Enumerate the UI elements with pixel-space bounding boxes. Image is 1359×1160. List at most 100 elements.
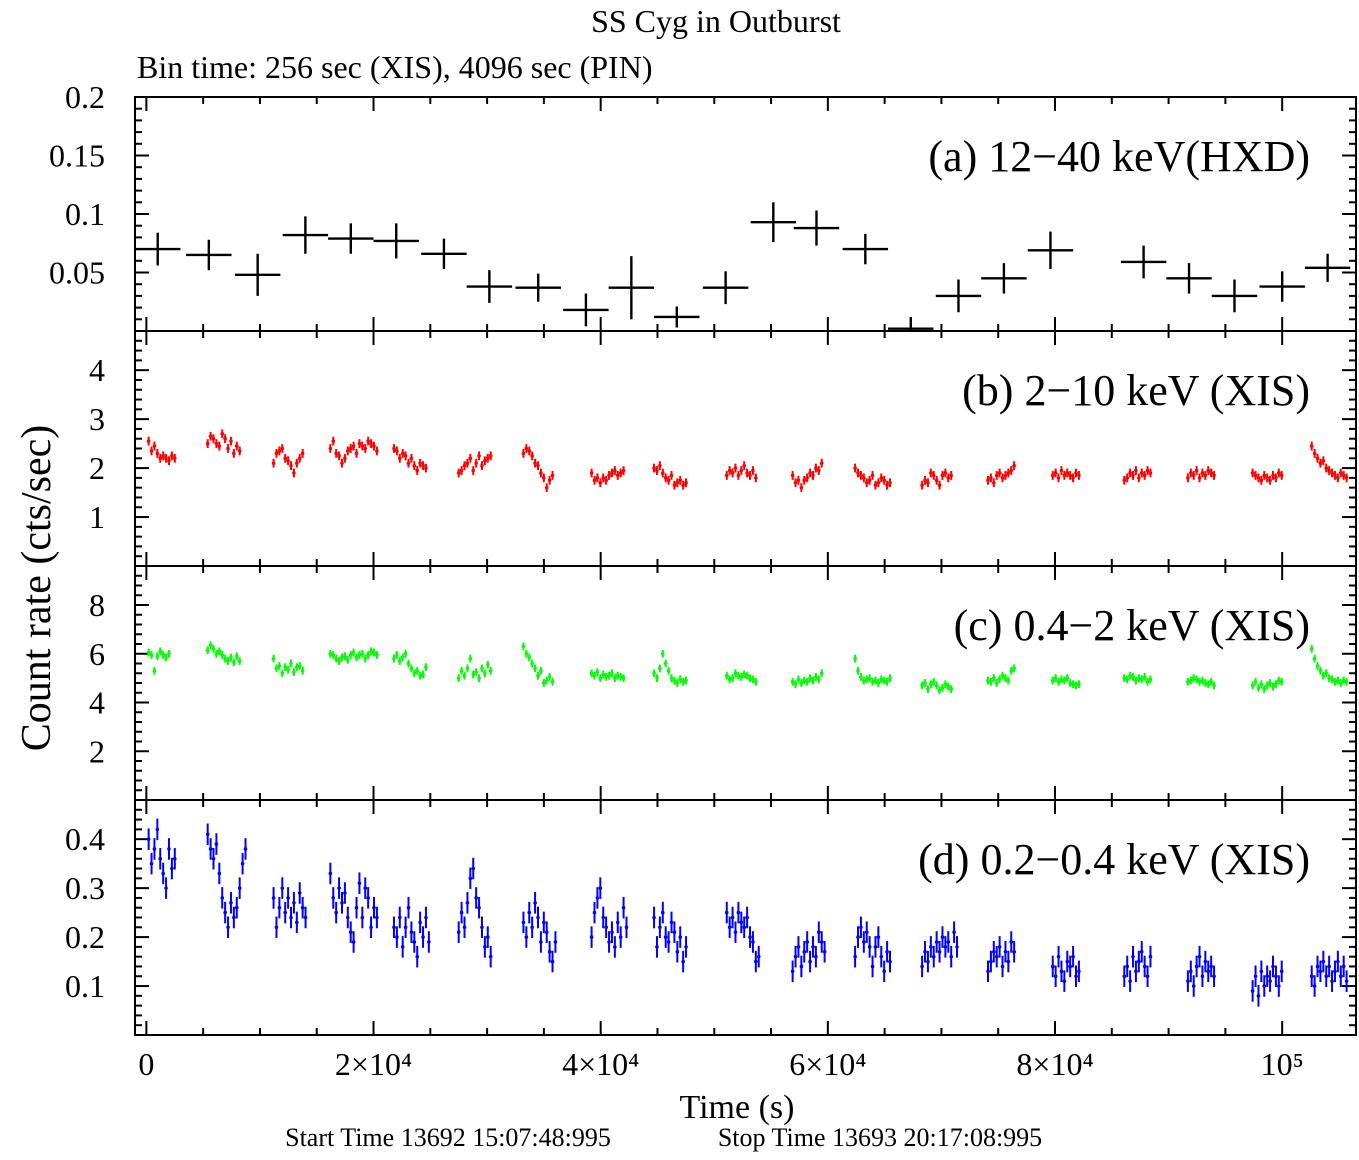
y-tick-label: 0.1 bbox=[65, 968, 105, 1004]
data-point bbox=[1259, 475, 1264, 485]
data-point bbox=[232, 448, 236, 458]
data-point bbox=[375, 906, 379, 929]
data-point bbox=[1212, 681, 1216, 690]
data-point bbox=[1189, 468, 1193, 478]
data-point bbox=[412, 461, 417, 471]
data-point bbox=[366, 887, 370, 909]
data-point bbox=[994, 471, 999, 480]
data-point bbox=[1271, 682, 1275, 691]
data-point bbox=[745, 468, 749, 478]
data-point bbox=[462, 671, 467, 680]
data-point bbox=[1142, 673, 1147, 681]
data-point bbox=[135, 232, 181, 266]
panel-label: (c) 0.4−2 keV (XIS) bbox=[954, 601, 1310, 650]
data-point bbox=[802, 676, 807, 685]
data-point bbox=[400, 448, 405, 458]
data-point bbox=[1327, 674, 1331, 683]
data-point bbox=[1315, 662, 1320, 670]
data-point bbox=[730, 906, 735, 929]
data-point bbox=[161, 651, 165, 659]
data-point bbox=[814, 945, 818, 968]
data-point bbox=[1338, 679, 1343, 687]
data-point bbox=[477, 674, 481, 683]
data-point bbox=[1262, 471, 1267, 480]
data-point bbox=[666, 475, 671, 485]
data-point bbox=[929, 680, 933, 689]
data-point bbox=[684, 478, 688, 488]
data-point bbox=[208, 838, 213, 860]
data-point bbox=[790, 677, 795, 686]
data-point bbox=[271, 458, 276, 468]
data-point bbox=[1309, 441, 1314, 451]
data-point bbox=[1009, 931, 1014, 953]
data-point bbox=[859, 471, 863, 480]
data-point bbox=[1077, 960, 1081, 983]
data-point bbox=[1333, 471, 1337, 480]
data-point bbox=[527, 653, 532, 662]
data-point bbox=[1148, 945, 1153, 968]
data-point bbox=[421, 670, 425, 679]
data-point bbox=[167, 838, 171, 860]
data-point bbox=[167, 649, 171, 658]
data-point bbox=[400, 936, 405, 958]
data-point bbox=[1071, 680, 1075, 689]
data-point bbox=[149, 852, 154, 875]
data-point bbox=[742, 670, 747, 679]
data-point bbox=[946, 473, 951, 483]
data-point bbox=[952, 921, 956, 943]
data-point bbox=[456, 468, 461, 478]
data-point bbox=[527, 901, 532, 924]
data-point bbox=[1131, 471, 1135, 480]
data-point bbox=[920, 681, 924, 690]
data-point bbox=[164, 453, 168, 463]
data-point bbox=[403, 916, 408, 939]
data-point bbox=[885, 677, 889, 686]
data-point bbox=[882, 960, 886, 983]
data-point bbox=[295, 663, 299, 672]
data-point bbox=[663, 926, 668, 948]
data-point bbox=[1274, 473, 1278, 483]
y-tick-label: 2 bbox=[89, 733, 105, 769]
data-point bbox=[328, 444, 333, 453]
y-tick-label: 0.05 bbox=[49, 255, 105, 291]
data-point bbox=[805, 677, 809, 686]
data-point bbox=[186, 239, 232, 271]
data-point bbox=[1274, 965, 1278, 988]
data-point bbox=[483, 456, 487, 466]
data-point bbox=[1006, 468, 1011, 478]
data-point bbox=[164, 653, 168, 662]
data-point bbox=[167, 456, 171, 466]
data-point bbox=[885, 480, 889, 490]
data-point bbox=[161, 862, 165, 885]
data-point bbox=[1145, 677, 1150, 686]
data-point bbox=[678, 475, 683, 485]
data-point bbox=[1065, 674, 1070, 683]
data-point bbox=[663, 659, 668, 668]
data-point bbox=[864, 921, 869, 943]
data-point bbox=[742, 461, 747, 471]
data-point bbox=[369, 916, 373, 939]
data-point bbox=[867, 936, 872, 958]
data-point bbox=[331, 436, 336, 446]
data-point bbox=[601, 670, 606, 679]
data-point bbox=[1000, 955, 1005, 978]
data-point bbox=[739, 673, 744, 681]
data-point bbox=[742, 916, 747, 939]
data-point bbox=[589, 669, 594, 678]
data-point bbox=[1309, 644, 1314, 653]
data-point bbox=[724, 901, 729, 924]
data-point bbox=[610, 669, 614, 678]
data-point bbox=[994, 945, 999, 968]
data-point bbox=[1336, 950, 1340, 973]
data-point bbox=[406, 659, 411, 668]
data-point bbox=[397, 657, 402, 665]
data-point bbox=[1253, 677, 1258, 686]
data-point bbox=[1321, 950, 1326, 973]
data-point bbox=[220, 887, 225, 909]
data-point bbox=[733, 463, 738, 473]
data-point bbox=[536, 671, 540, 680]
data-point bbox=[286, 887, 290, 909]
data-point bbox=[811, 471, 815, 480]
data-point bbox=[672, 676, 677, 685]
data-point bbox=[937, 941, 942, 963]
